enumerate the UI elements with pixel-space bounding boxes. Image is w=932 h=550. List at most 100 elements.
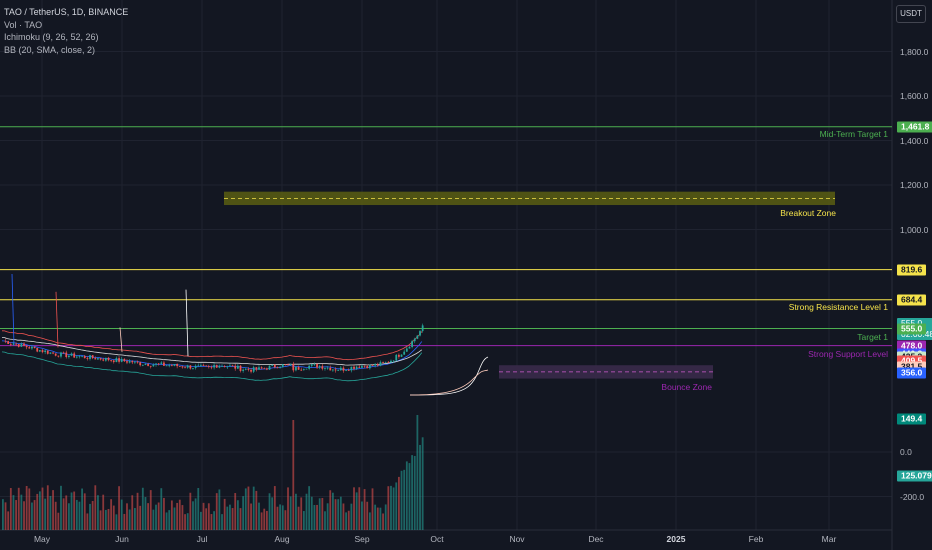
volume-bar [205,508,208,530]
candle-body [295,366,297,371]
y-tick-label: 1,000.0 [900,224,929,235]
symbol-title[interactable]: TAO / TetherUS, 1D, BINANCE [4,7,129,17]
chart-grid [0,0,893,550]
candle-body [17,344,20,347]
candle-body [75,356,78,358]
price-badge-value: 381.5 [901,362,922,373]
volume-bar [339,496,342,530]
candle-body [324,368,326,370]
ichimoku-leading-line [1,337,423,366]
candle-body [390,360,392,363]
candle-body [186,365,189,368]
volume-bar [194,498,197,530]
candle-body [318,366,321,368]
volume-bar [118,486,120,530]
volume-bar [223,498,226,530]
volume-bar [215,493,218,530]
volume-bar [374,504,377,530]
ichimoku-indicator-label[interactable]: Ichimoku (9, 26, 52, 26) [4,32,99,42]
currency-button[interactable]: USDT [896,5,926,23]
candle-body [25,345,28,348]
volume-bar [207,503,210,530]
volume-bar [266,510,268,530]
candle-body [57,355,60,357]
volume-bar [102,494,105,530]
candle-body [9,343,12,345]
indicator-lines [1,273,489,396]
volume-bar [316,504,318,530]
volume-bar [289,496,292,530]
zones-layer [224,191,835,379]
candle-body [234,365,237,369]
volume-bar [408,463,411,530]
y-tick-label: 0.0 [900,447,912,457]
volume-bar [139,505,142,530]
volume-bar [36,493,39,530]
volume-bar [244,488,247,530]
candle-body [102,359,105,361]
candle-body [292,363,295,371]
breakout-zone [224,191,835,206]
price-badge-value: 409.5 [901,355,923,366]
volume-bar [334,499,337,530]
candle-body [255,367,258,370]
volume-bar [189,492,192,530]
candle-body [408,346,411,349]
bounce-zone-label: Bounce Zone [661,381,712,392]
volume-bar [160,488,163,530]
candle-body [316,363,318,368]
volume-indicator-label[interactable]: Vol · TAO [4,19,43,30]
volume-bar [126,503,128,530]
price-badge: 684.4 [897,294,927,306]
strong-resistance-label: Strong Resistance Level 1 [788,301,888,312]
volume-bar [405,461,408,530]
price-badge: 409.5 [897,355,927,367]
volume-bar [200,511,202,530]
volume-bars [2,415,424,530]
volume-bar [332,492,334,530]
candle-body [308,365,311,369]
x-tick-label: 2025 [666,534,686,544]
candle-body [128,361,131,363]
volume-bar [287,487,289,530]
volume-bar [186,513,189,530]
volume-bar [178,499,181,530]
indicator-spike [119,327,123,352]
price-badge-value: 819.6 [901,264,923,275]
volume-bar [202,502,205,530]
candle-body [242,369,245,371]
volume-bar [97,495,99,530]
candle-body [202,365,205,366]
candle-body [263,368,266,370]
candle-body [149,365,152,367]
volume-bar [305,493,308,530]
candle-body [281,364,284,368]
candle-body [371,364,374,366]
volume-bar [4,502,7,530]
bb-lower-line [1,351,423,382]
candle-body [321,366,324,369]
candle-body [144,363,147,365]
candle-body [218,366,221,368]
candle-body [289,363,292,365]
x-tick-label: Aug [274,534,290,544]
volume-bar [382,513,384,530]
volume-bar [115,514,118,530]
volume-bar [15,500,17,530]
indicator-spike [11,273,15,346]
ichimoku-cloud-line [409,369,489,396]
volume-bar [38,491,41,530]
candle-body [112,360,115,363]
volume-bar [226,506,229,530]
bb-indicator-label[interactable]: BB (20, SMA, close, 2) [4,44,96,55]
volume-bar [358,487,361,530]
volume-bar [33,500,36,530]
y-tick-label: 1,200.0 [900,180,929,190]
candle-body [363,365,366,367]
candle-body [287,364,289,366]
candle-body [110,360,113,361]
candle-body [200,365,202,366]
candle-body [400,354,403,357]
volume-bar [57,512,60,530]
